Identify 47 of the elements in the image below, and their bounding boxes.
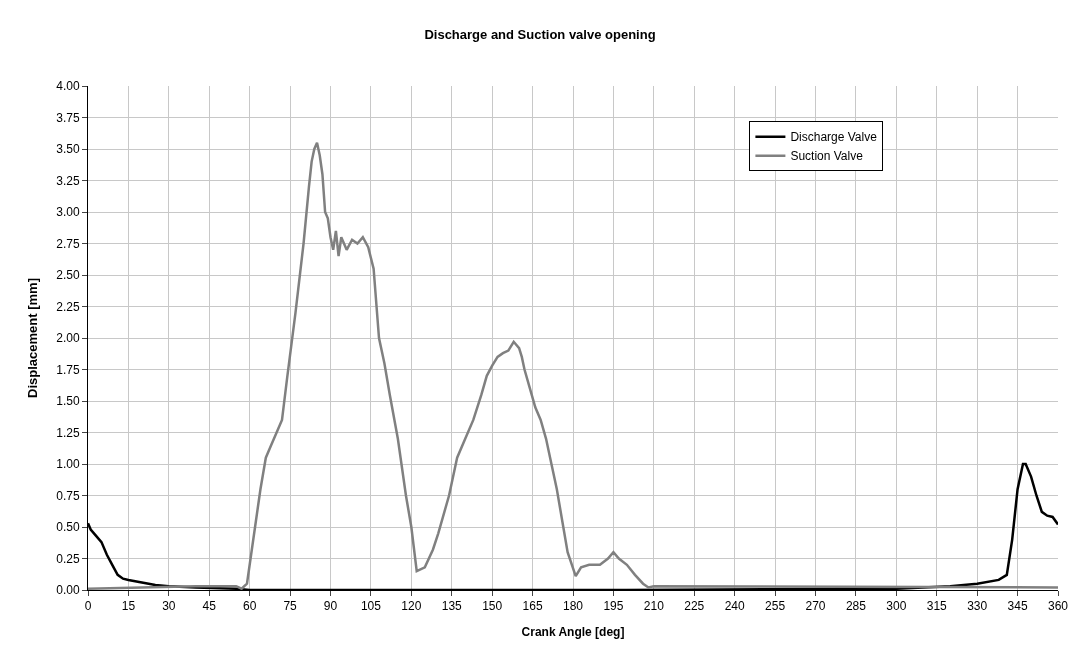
x-tick-label: 225 [684,599,705,614]
x-tick-label: 195 [603,599,624,614]
x-tick-label: 315 [926,599,948,614]
y-tick-label: 0.50 [56,520,80,535]
x-tick-label: 75 [283,599,298,614]
y-tick-label: 1.00 [56,457,80,472]
y-tick-label: 3.25 [56,173,80,188]
x-tick-label: 300 [886,599,907,614]
y-axis-title: Displacement [mm] [25,278,41,398]
x-tick-label: 165 [522,599,543,614]
x-tick-label: 150 [482,599,503,614]
legend-label: Suction Valve [790,149,864,164]
y-tick-label: 3.50 [56,142,80,157]
x-tick-label: 45 [202,599,217,614]
x-tick-label: 330 [967,599,988,614]
y-tick-label: 2.75 [56,236,80,251]
x-tick-label: 180 [562,599,584,614]
x-tick-label: 345 [1007,599,1028,614]
x-tick-label: 360 [1047,599,1069,614]
y-tick-label: 3.00 [56,205,80,220]
x-tick-label: 210 [643,599,665,614]
x-tick-label: 60 [242,599,257,614]
y-tick-label: 2.25 [56,299,80,314]
x-tick-label: 135 [441,599,463,614]
x-tick-label: 255 [765,599,786,614]
legend-label: Discharge Valve [790,130,878,145]
x-tick-label: 15 [121,599,136,614]
y-tick-label: 2.50 [56,268,80,283]
y-tick-label: 0.00 [56,583,80,598]
x-tick-label: 0 [84,599,92,614]
x-tick-label: 240 [724,599,745,614]
y-tick-label: 1.50 [56,394,80,409]
x-axis-title: Crank Angle [deg] [521,625,625,640]
x-tick-label: 30 [162,599,176,614]
y-tick-label: 0.25 [56,551,80,566]
x-tick-label: 285 [845,599,867,614]
x-tick-label: 120 [401,599,422,614]
y-tick-label: 2.00 [56,331,80,346]
y-tick-label: 1.25 [56,425,80,440]
y-tick-label: 3.75 [56,110,80,125]
y-tick-label: 1.75 [56,362,80,377]
x-tick-label: 270 [805,599,826,614]
y-tick-label: 0.75 [56,488,80,503]
x-tick-label: 90 [323,599,338,614]
y-tick-label: 4.00 [56,79,80,94]
chart-title: Discharge and Suction valve opening [424,26,656,42]
x-tick-label: 105 [360,599,382,614]
